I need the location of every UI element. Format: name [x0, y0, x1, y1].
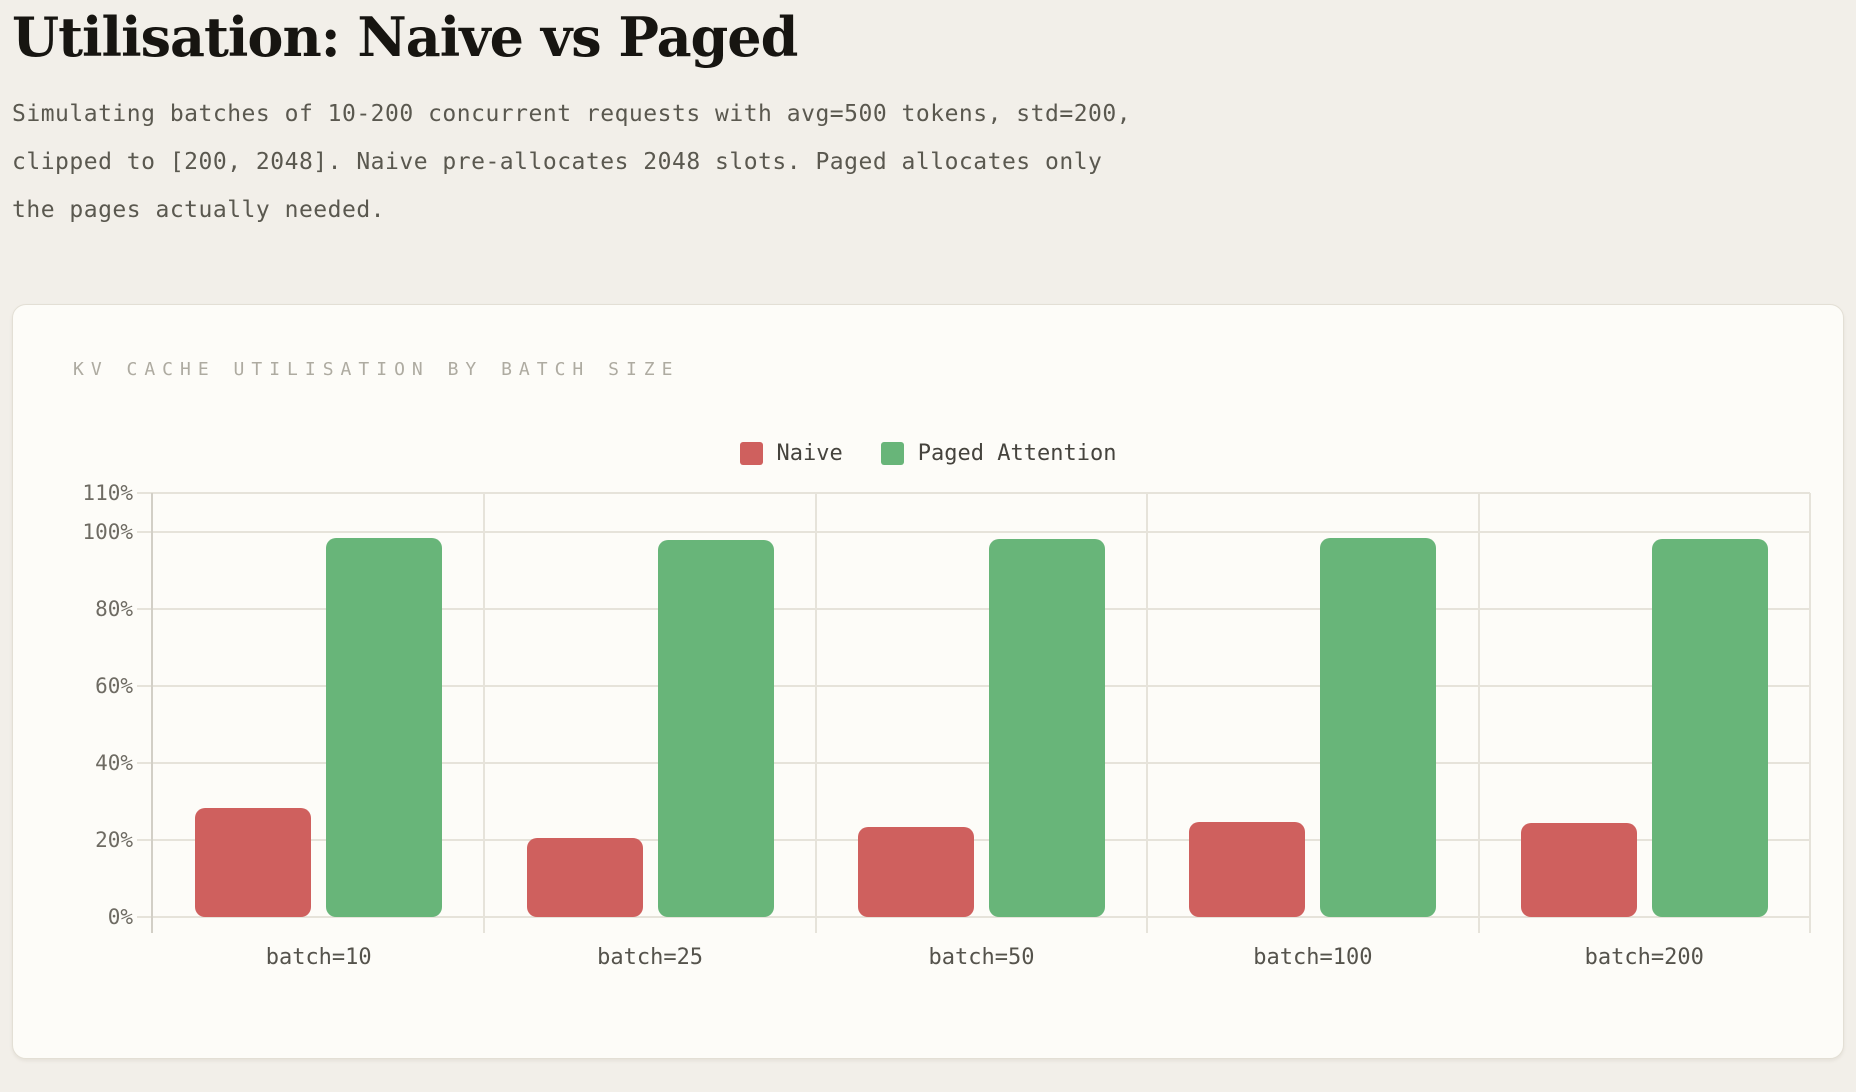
naive-bar-batch=50[interactable]	[857, 827, 974, 918]
bar-group-batch=200	[1479, 493, 1810, 918]
page-title: Utilisation: Naive vs Paged	[12, 5, 798, 69]
chart-card: KV CACHE UTILISATION BY BATCH SIZE Naive…	[12, 304, 1844, 1060]
y-tick-label: 80%	[95, 596, 133, 621]
y-axis-line	[151, 493, 153, 934]
paged-legend-swatch	[880, 442, 904, 466]
x-tick-label-batch=10: batch=10	[265, 945, 372, 971]
x-tick-label-batch=50: batch=50	[928, 945, 1035, 971]
x-gridline	[1477, 493, 1480, 934]
y-gridline-60	[137, 684, 1810, 687]
y-gridline-110	[137, 492, 1810, 495]
page-subtitle: Simulating batches of 10-200 concurrent …	[12, 90, 1844, 234]
paged-attention-bar-batch=50[interactable]	[988, 538, 1105, 918]
paged-attention-bar-batch=100[interactable]	[1320, 538, 1437, 918]
subtitle-line: the pages actually needed.	[12, 197, 386, 224]
paged-legend-label: Paged Attention	[917, 441, 1117, 467]
naive-bar-batch=200[interactable]	[1520, 823, 1637, 918]
x-gridline	[1146, 493, 1149, 934]
y-gridline-0	[137, 916, 1810, 919]
bar-chart-plot-area: 0% 20% 40% 60% 80% 100% 110% batch=10 batch=25 ba…	[82, 481, 1811, 970]
y-tick-label: 0%	[107, 905, 133, 930]
chart-panel-title: KV CACHE UTILISATION BY BATCH SIZE	[73, 359, 680, 381]
legend-item-paged[interactable]: Paged Attention	[880, 441, 1117, 467]
y-gridline-80	[137, 607, 1810, 610]
bar-group-batch=10	[153, 493, 484, 918]
subtitle-line: Simulating batches of 10-200 concurrent …	[12, 101, 1132, 128]
naive-bar-batch=25[interactable]	[526, 837, 643, 918]
bar-group-batch=50	[816, 493, 1147, 918]
x-tick-label-batch=25: batch=25	[597, 945, 704, 971]
naive-bar-batch=10[interactable]	[195, 808, 312, 918]
y-tick-label: 110%	[82, 481, 133, 506]
paged-attention-bar-batch=25[interactable]	[657, 539, 774, 918]
subtitle-line: clipped to [200, 2048]. Naive pre-alloca…	[12, 149, 1103, 176]
naive-bar-batch=100[interactable]	[1189, 822, 1306, 918]
x-gridline	[483, 493, 486, 934]
naive-legend-swatch	[739, 442, 763, 466]
y-gridline-40	[137, 761, 1810, 764]
y-tick-label: 40%	[95, 750, 133, 775]
y-gridline-100	[137, 530, 1810, 533]
x-tick-label-batch=200: batch=200	[1584, 945, 1704, 971]
x-tick-label-batch=100: batch=100	[1253, 945, 1373, 971]
page: Utilisation: Naive vs Paged Simulating b…	[12, 5, 1844, 1060]
x-gridline	[1809, 493, 1811, 934]
naive-legend-label: Naive	[776, 441, 843, 467]
y-tick-label: 100%	[82, 519, 133, 544]
x-gridline	[814, 493, 817, 934]
legend-item-naive[interactable]: Naive	[739, 441, 843, 467]
bar-group-batch=100	[1147, 493, 1478, 918]
chart-legend: Naive Paged Attention	[13, 441, 1843, 466]
paged-attention-bar-batch=10[interactable]	[326, 537, 443, 918]
y-tick-label: 60%	[95, 673, 133, 698]
paged-attention-bar-batch=200[interactable]	[1651, 538, 1768, 918]
y-tick-label: 20%	[95, 828, 133, 853]
bar-group-batch=25	[484, 493, 815, 918]
